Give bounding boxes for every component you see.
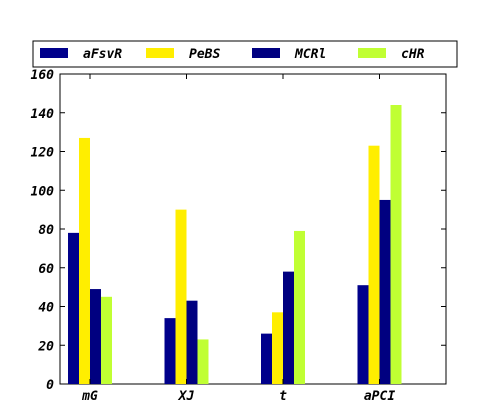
bar-aFsvR-mG [68, 232, 79, 384]
y-tick-label: 140 [31, 107, 55, 122]
bar-aFsvR-aPCI [357, 285, 369, 384]
bars [68, 105, 402, 384]
bar-cHR-aPCI [390, 105, 402, 384]
y-tick-label: 20 [37, 339, 54, 354]
y-tick-label: 160 [31, 68, 55, 83]
legend-swatch-cHR [358, 48, 386, 58]
bar-MCRl-XJ [186, 300, 198, 384]
legend: aFsvR PeBS MCRl cHR [32, 40, 458, 68]
x-tick-label: XJ [178, 389, 195, 404]
legend-swatch-MCRl [252, 48, 280, 58]
bar-MCRl-mG [90, 289, 101, 384]
bar-cHR-t [294, 230, 305, 384]
bar-cHR-mG [101, 296, 112, 384]
y-axis: 0 20 40 60 80 100 120 140 160 [31, 68, 446, 393]
x-tick-label: mG [81, 389, 98, 404]
y-tick-label: 120 [31, 146, 55, 161]
y-tick-label: 60 [38, 262, 54, 277]
x-tick-label: aPCI [364, 389, 395, 404]
bar-aFsvR-t [261, 333, 272, 384]
x-tick-label: t [279, 389, 287, 404]
bar-MCRl-aPCI [379, 199, 391, 384]
bar-PeBS-aPCI [368, 145, 380, 384]
legend-label-MCRl: MCRl [294, 47, 326, 62]
bar-cHR-XJ [197, 339, 209, 384]
y-tick-label: 100 [31, 184, 55, 199]
legend-frame [32, 40, 458, 68]
legend-label-aFsvR: aFsvR [83, 47, 122, 62]
bar-aFsvR-XJ [164, 318, 176, 384]
y-tick-label: 80 [38, 223, 54, 238]
legend-swatch-PeBS [146, 48, 174, 58]
bar-PeBS-t [272, 312, 283, 384]
bar-MCRl-t [283, 271, 294, 384]
x-axis: mG XJ t aPCI [81, 74, 395, 404]
legend-swatch-aFsvR [40, 48, 68, 58]
legend-label-cHR: cHR [401, 47, 425, 62]
y-tick-label: 40 [38, 301, 54, 316]
bar-PeBS-XJ [175, 209, 187, 384]
bar-PeBS-mG [79, 137, 90, 384]
y-tick-label: 0 [46, 378, 54, 393]
legend-label-PeBS: PeBS [189, 47, 220, 62]
